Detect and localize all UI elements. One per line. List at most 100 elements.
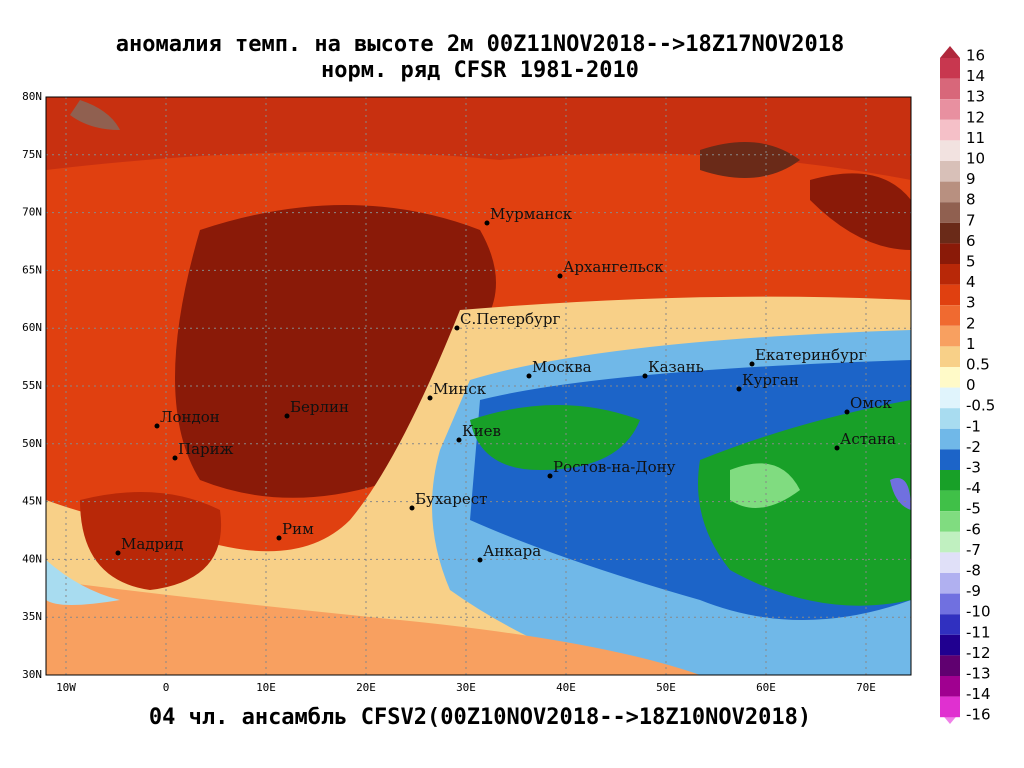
colorbar-box <box>940 264 960 285</box>
lon-label: 10W <box>56 681 76 694</box>
colorbar-box <box>940 552 960 573</box>
lat-label: 50N <box>22 437 42 450</box>
colorbar-label: 13 <box>966 88 985 106</box>
city-dot <box>115 550 121 556</box>
colorbar-box <box>940 614 960 635</box>
city-dot <box>547 473 553 479</box>
city-label: Минск <box>433 380 487 398</box>
city-dot <box>276 535 282 541</box>
colorbar-label: -4 <box>966 479 981 497</box>
city-label: Омск <box>850 394 892 412</box>
city-label: Мурманск <box>490 205 573 223</box>
city-dot <box>526 373 532 379</box>
colorbar-box <box>940 655 960 676</box>
colorbar-label: 3 <box>966 294 976 312</box>
lat-label: 40N <box>22 552 42 565</box>
city-label: Бухарест <box>415 490 487 508</box>
colorbar-label: 1 <box>966 335 976 353</box>
colorbar-box <box>940 573 960 594</box>
lat-label: 55N <box>22 379 42 392</box>
city-label: Казань <box>648 358 704 376</box>
colorbar-box <box>940 593 960 615</box>
city-dot <box>284 413 290 419</box>
city-dot <box>454 325 460 331</box>
colorbar-label: -11 <box>966 623 991 641</box>
colorbar-box <box>940 470 960 491</box>
city-label: Астана <box>840 430 896 448</box>
colorbar-box <box>940 243 960 264</box>
colorbar-box <box>940 696 960 718</box>
city-label: Париж <box>178 440 234 458</box>
colorbar-label: -12 <box>966 644 991 662</box>
colorbar-box <box>940 346 960 367</box>
city-dot <box>749 361 755 367</box>
lat-label: 30N <box>22 668 42 681</box>
lon-label: 30E <box>456 681 476 694</box>
city-dot <box>409 505 415 511</box>
colorbar-label: -6 <box>966 520 981 538</box>
city-dot <box>477 557 483 563</box>
colorbar-box <box>940 367 960 388</box>
map-frame <box>45 96 912 676</box>
lon-label: 70E <box>856 681 876 694</box>
colorbar-box <box>940 490 960 512</box>
colorbar-box <box>940 531 960 553</box>
colorbar-box <box>940 284 960 306</box>
city-dot <box>834 445 840 451</box>
colorbar-label: -7 <box>966 541 981 559</box>
colorbar-label: 0 <box>966 376 976 394</box>
city-label: Киев <box>462 422 501 440</box>
colorbar-box <box>940 634 960 656</box>
colorbar-label: 14 <box>966 67 985 85</box>
lat-label: 75N <box>22 148 42 161</box>
city-label: Ростов-на-Дону <box>553 458 676 476</box>
colorbar-label: -2 <box>966 438 981 456</box>
city-dot <box>844 409 850 415</box>
colorbar-box <box>940 119 960 141</box>
colorbar-box <box>940 202 960 223</box>
colorbar-label: -5 <box>966 500 981 518</box>
colorbar-label: 0.5 <box>966 356 990 374</box>
city-dot <box>172 455 178 461</box>
colorbar-label: -16 <box>966 706 991 724</box>
colorbar-label: 4 <box>966 273 976 291</box>
colorbar-box <box>940 449 960 470</box>
city-labels: Мурманск Архангельск С.Петербург Москва Каза… <box>115 205 896 563</box>
colorbar-arrow <box>940 46 960 58</box>
colorbar-box <box>940 325 960 347</box>
colorbar-label: -9 <box>966 582 981 600</box>
city-dot <box>427 395 433 401</box>
title-line: норм. ряд CFSR 1981-2010 <box>321 58 639 83</box>
city-label: Берлин <box>290 398 349 416</box>
colorbar-label: 12 <box>966 108 985 126</box>
city-label: Курган <box>742 371 799 389</box>
city-dot <box>484 220 490 226</box>
lat-label: 60N <box>22 321 42 334</box>
lon-label: 40E <box>556 681 576 694</box>
lon-label: 50E <box>656 681 676 694</box>
colorbar-label: 7 <box>966 211 976 229</box>
lat-label: 80N <box>22 90 42 103</box>
colorbar-box <box>940 222 960 244</box>
city-label: Анкара <box>483 542 541 560</box>
colorbar-box <box>940 161 960 182</box>
colorbar-box <box>940 511 960 532</box>
city-label: Рим <box>282 520 314 538</box>
colorbar-box <box>940 305 960 326</box>
colorbar-box <box>940 99 960 120</box>
colorbar-label: 6 <box>966 232 976 250</box>
lat-label: 45N <box>22 495 42 508</box>
colorbar-label: 16 <box>966 47 985 65</box>
colorbar-box <box>940 78 960 100</box>
colorbar-box <box>940 140 960 161</box>
colorbar-label: 9 <box>966 170 976 188</box>
colorbar-label: 10 <box>966 150 985 168</box>
city-dot <box>642 373 648 379</box>
colorbar-box <box>940 58 960 79</box>
lon-label: 0 <box>163 681 170 694</box>
footer: 04 чл. ансамбль CFSV2(00Z10NOV2018-->18Z… <box>149 705 811 730</box>
map-field <box>46 97 911 675</box>
lat-label: 70N <box>22 206 42 219</box>
colorbar-label: -14 <box>966 685 991 703</box>
